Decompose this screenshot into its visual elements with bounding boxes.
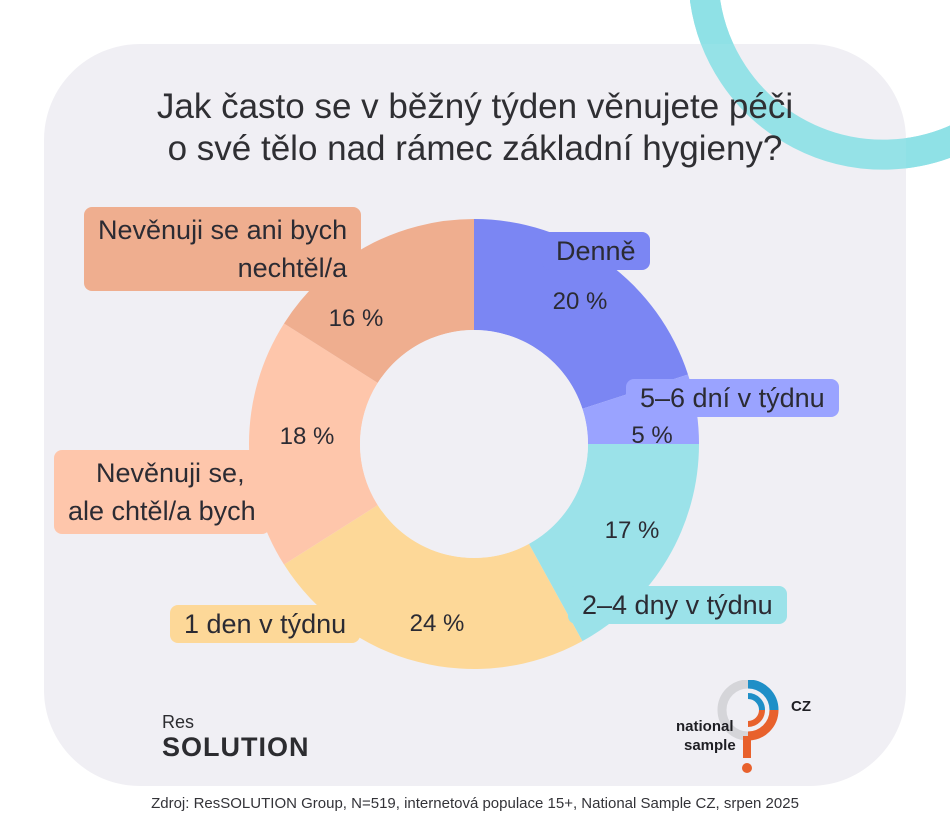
- source-note: Zdroj: ResSOLUTION Group, N=519, interne…: [151, 795, 799, 812]
- label-nevenuji-chtel: Nevěnuji se, ale chtěl/a bych: [54, 450, 270, 534]
- value-label-nevenuji-chtel: 18 %: [279, 423, 335, 450]
- national-sample-word-sample: sample: [684, 737, 736, 754]
- value-label-nevenuji-nechtel: 16 %: [328, 305, 384, 332]
- label-nevenuji-chtel-line-1: Nevěnuji se,: [96, 458, 245, 488]
- title-line-2: o své tělo nad rámec základní hygieny?: [167, 129, 783, 168]
- donut-slice-5: [284, 219, 474, 383]
- national-sample-country: CZ: [791, 698, 811, 715]
- label-2-4-dny: 2–4 dny v týdnu: [568, 586, 787, 624]
- value-label-2-4-dny: 17 %: [604, 517, 660, 544]
- donut-slice-0: [474, 219, 688, 409]
- national-sample-word-national: national: [676, 718, 734, 735]
- label-nevenuji-chtel-line-2: ale chtěl/a bych: [68, 496, 256, 526]
- label-nevenuji-nechtel: Nevěnuji se ani bych nechtěl/a: [84, 207, 362, 291]
- ressolution-logo-res: Res: [162, 712, 195, 732]
- label-5-6-dni: 5–6 dní v týdnu: [626, 379, 839, 417]
- label-denne: Denně: [542, 232, 650, 270]
- label-1-den: 1 den v týdnu: [170, 605, 361, 643]
- value-label-5-6-dni: 5 %: [631, 422, 673, 449]
- title-line-1: Jak často se v běžný týden věnujete péči: [156, 87, 794, 126]
- donut-hole: [360, 330, 588, 558]
- label-nevenuji-nechtel-line-2: nechtěl/a: [237, 253, 348, 283]
- ressolution-logo: Res SOLUTION: [162, 712, 310, 762]
- label-nevenuji-nechtel-line-1: Nevěnuji se ani bych: [98, 215, 348, 245]
- national-sample-logo: national sample CZ: [676, 680, 836, 780]
- value-label-1-den: 24 %: [409, 610, 465, 637]
- value-label-denne: 20 %: [552, 288, 608, 315]
- national-sample-mark: [717, 680, 779, 773]
- donut-slice-4: [248, 323, 378, 565]
- ressolution-logo-solution: SOLUTION: [162, 732, 310, 762]
- chart-title: Jak často se v běžný týden věnujete péči…: [60, 86, 890, 170]
